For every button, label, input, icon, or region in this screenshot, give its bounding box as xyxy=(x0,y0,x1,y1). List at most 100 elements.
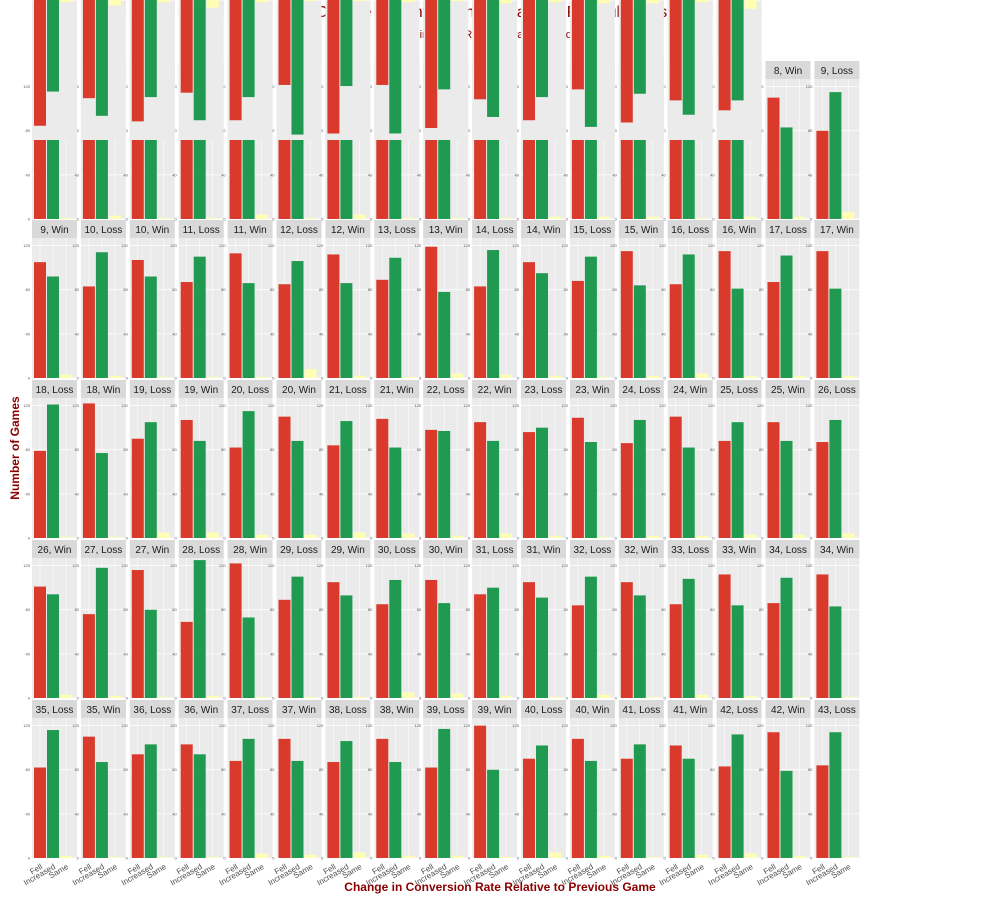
facet-strip-label: 28, Win xyxy=(233,545,267,556)
y-tick-label: 120 xyxy=(659,0,666,1)
bar-fell xyxy=(82,0,95,99)
bar-increased xyxy=(242,0,255,98)
y-tick-label: 80 xyxy=(710,607,715,612)
bar-fell xyxy=(131,0,144,122)
bar-same xyxy=(304,854,317,858)
facet-strip-label: 17, Loss xyxy=(769,225,807,236)
y-tick-label: 0 xyxy=(126,536,129,541)
facet-strip xyxy=(765,220,811,238)
y-tick-label: 80 xyxy=(466,287,471,292)
y-tick-label: 40 xyxy=(417,651,422,656)
y-tick-label: 80 xyxy=(319,128,324,133)
facet-strip-label: 31, Loss xyxy=(476,545,514,556)
y-tick-label: 40 xyxy=(123,811,128,816)
bar-fell xyxy=(425,579,438,698)
facet-panel: 32, Win 0 40 80 120 xyxy=(610,540,664,701)
y-tick-label: 0 xyxy=(517,0,520,1)
facet-panel: 15, Loss 0 40 80 120 xyxy=(561,220,615,381)
y-tick-label: 120 xyxy=(757,403,764,408)
y-tick-label: 80 xyxy=(221,287,226,292)
y-tick-label: 120 xyxy=(268,243,275,248)
y-tick-label: 40 xyxy=(319,491,324,496)
bar-increased xyxy=(536,0,548,98)
bar-increased xyxy=(682,254,695,378)
facet-panel: 33, Loss 0 40 80 120 xyxy=(659,540,713,701)
y-tick-label: 120 xyxy=(561,403,568,408)
y-tick-label: 40 xyxy=(759,811,764,816)
facet-panel: 20, Win 0 40 80 120 xyxy=(268,380,322,541)
bar-fell xyxy=(82,286,95,378)
y-tick-label: 120 xyxy=(170,243,177,248)
y-tick-label: 120 xyxy=(23,0,30,1)
y-tick-label: 120 xyxy=(121,243,128,248)
bar-same xyxy=(451,855,464,858)
bar-increased xyxy=(340,283,353,378)
bar-increased xyxy=(47,594,59,698)
facet-strip xyxy=(618,700,664,718)
y-tick-label: 40 xyxy=(759,491,764,496)
y-tick-label: 40 xyxy=(515,331,520,336)
y-tick-label: 80 xyxy=(123,287,128,292)
bar-same xyxy=(842,375,855,378)
y-tick-label: 0 xyxy=(517,696,520,701)
bar-same xyxy=(695,854,708,858)
bar-fell xyxy=(229,253,242,378)
facet-strip xyxy=(716,700,762,718)
bar-increased xyxy=(193,256,206,378)
y-tick-label: 0 xyxy=(126,376,129,381)
y-tick-label: 40 xyxy=(319,651,324,656)
bar-same xyxy=(842,533,855,538)
facet-strip-label: 40, Loss xyxy=(525,705,563,716)
bar-increased xyxy=(584,760,597,858)
bar-increased xyxy=(682,134,695,219)
facet-panel: 27, Win 0 40 80 120 xyxy=(121,540,175,701)
bar-increased xyxy=(193,0,206,121)
bar-same xyxy=(451,0,464,2)
y-tick-label: 40 xyxy=(221,0,226,1)
bar-fell xyxy=(229,114,242,219)
y-tick-label: 120 xyxy=(806,723,813,728)
facet-strip-label: 16, Loss xyxy=(671,225,709,236)
bar-increased xyxy=(95,0,108,116)
bar-increased xyxy=(144,422,157,538)
bar-same xyxy=(597,536,610,538)
facet-strip xyxy=(521,700,566,718)
bar-fell xyxy=(474,594,487,698)
facet-strip-label: 22, Win xyxy=(478,385,512,396)
facet-strip xyxy=(814,220,860,238)
facet-strip-label: 41, Loss xyxy=(622,705,660,716)
bar-increased xyxy=(731,422,744,538)
bar-increased xyxy=(584,576,597,698)
y-tick-label: 0 xyxy=(663,696,666,701)
y-tick-label: 0 xyxy=(223,536,226,541)
y-tick-label: 80 xyxy=(270,287,275,292)
facet-strip xyxy=(765,700,811,718)
y-tick-label: 80 xyxy=(661,128,666,133)
facet-strip xyxy=(276,700,322,718)
bar-fell xyxy=(376,0,389,85)
facet-strip-label: 36, Win xyxy=(184,705,218,716)
y-tick-label: 80 xyxy=(123,767,128,772)
bar-increased xyxy=(144,0,157,98)
bar-same xyxy=(304,0,317,2)
bar-fell xyxy=(327,582,340,698)
y-tick-label: 0 xyxy=(321,696,324,701)
facet-strip xyxy=(814,61,860,79)
bar-same xyxy=(597,694,610,698)
y-tick-label: 80 xyxy=(368,128,373,133)
y-tick-label: 120 xyxy=(610,563,617,568)
y-tick-label: 80 xyxy=(466,607,471,612)
bar-same xyxy=(353,0,366,2)
bar-increased xyxy=(340,0,353,87)
y-tick-label: 40 xyxy=(710,331,715,336)
y-tick-label: 80 xyxy=(270,767,275,772)
bar-same xyxy=(353,696,366,698)
y-tick-label: 40 xyxy=(74,491,79,496)
facet-strip xyxy=(276,380,322,398)
y-tick-label: 40 xyxy=(710,0,715,1)
facet-panel: 24, Loss 0 40 80 120 xyxy=(610,380,664,541)
